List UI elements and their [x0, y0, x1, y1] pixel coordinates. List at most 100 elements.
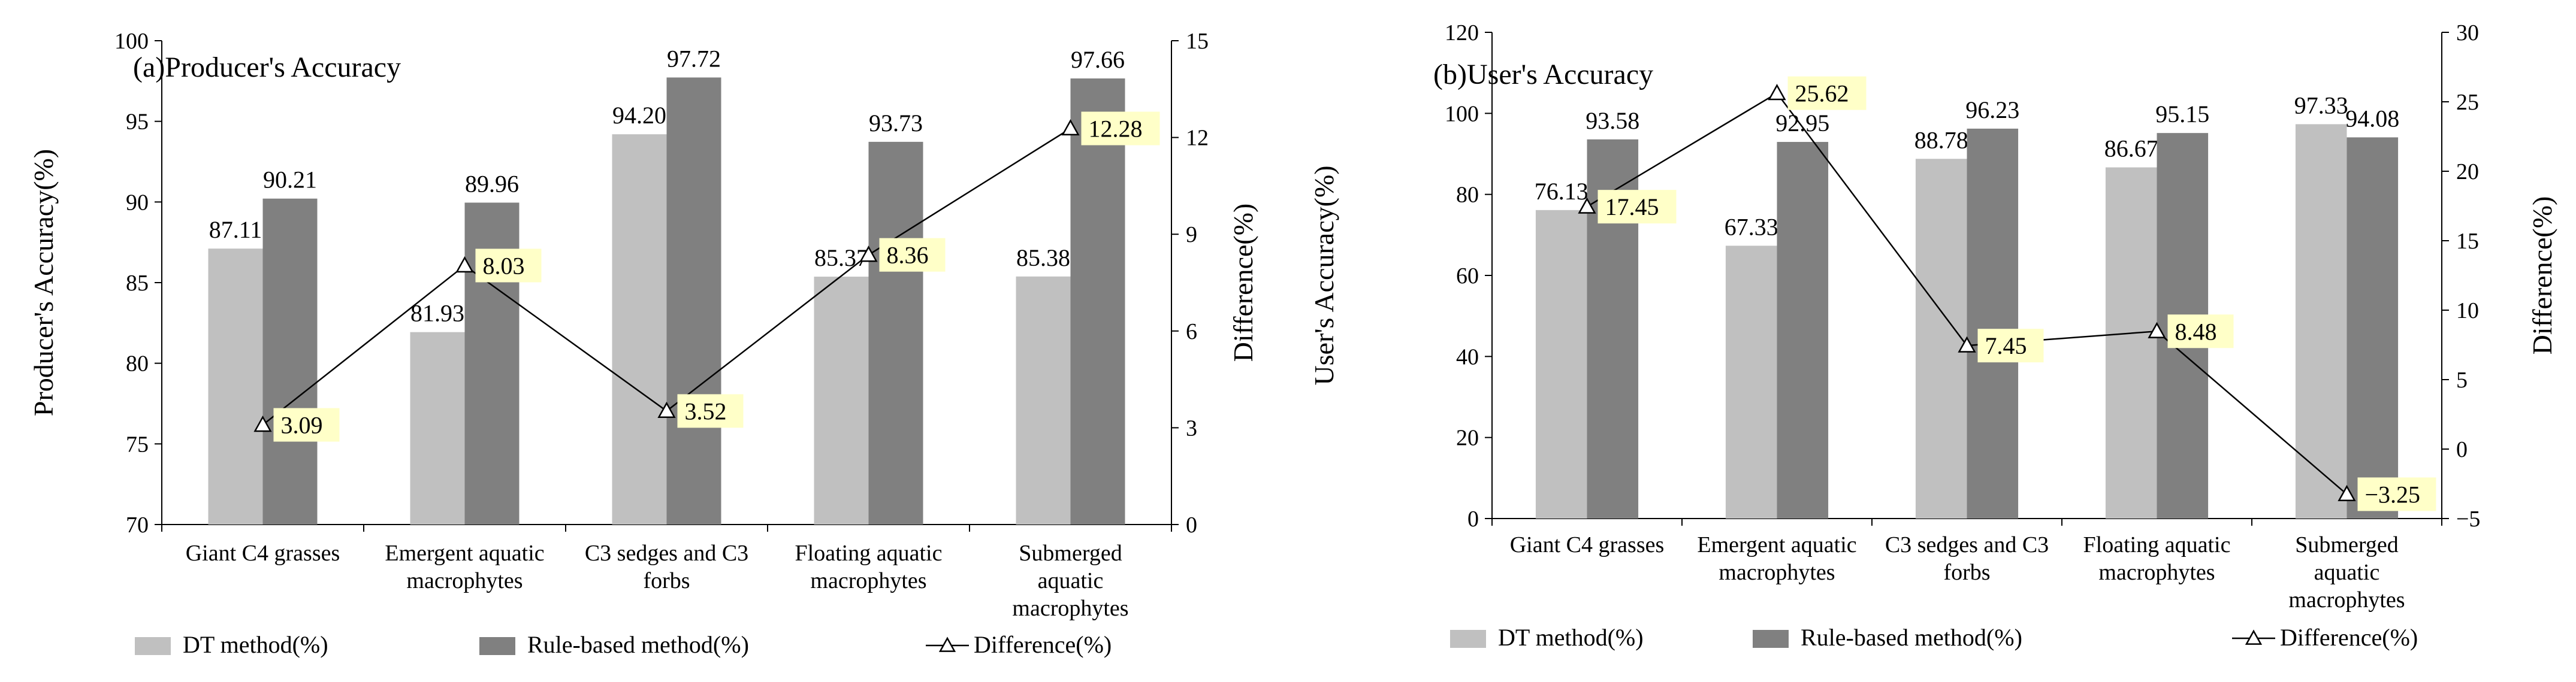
y2-tick-label: 3 — [1186, 416, 1197, 441]
dt-bar-label-4: 97.33 — [2294, 92, 2348, 119]
legend-triangle-icon — [938, 636, 956, 652]
rule-bar-4 — [2347, 137, 2399, 519]
y-tick-label: 80 — [126, 351, 149, 377]
dt-bar-4 — [1016, 276, 1071, 525]
y2-tick-label: 15 — [1186, 29, 1209, 54]
y-tick-label: 60 — [1456, 263, 1479, 289]
y-tick-label: 70 — [126, 513, 149, 538]
category-label: aquatic — [1038, 568, 1104, 593]
dt-bar-2 — [1915, 159, 1967, 519]
difference-point-0 — [1578, 197, 1596, 214]
difference-label-box-4 — [2357, 477, 2436, 511]
y-tick-label: 80 — [1456, 183, 1479, 208]
y2-tick-label: 25 — [2456, 90, 2479, 115]
category-label: Floating aquatic — [2083, 532, 2231, 557]
y-tick-label: 0 — [1467, 507, 1479, 532]
dt-bar-1 — [410, 332, 465, 525]
category-label: macrophytes — [1719, 560, 1835, 585]
dt-bar-label-3: 85.37 — [814, 244, 868, 271]
dt-bar-0 — [1535, 210, 1587, 519]
legend-swatch-0 — [135, 637, 171, 655]
category-label: macrophytes — [406, 568, 523, 593]
category-label: Giant C4 grasses — [1510, 532, 1665, 557]
dt-bar-label-1: 81.93 — [410, 300, 464, 327]
difference-point-3 — [2148, 322, 2166, 338]
y-tick-label: 95 — [126, 110, 149, 135]
dt-bar-1 — [1725, 245, 1777, 519]
rule-bar-label-2: 96.23 — [1965, 96, 2019, 123]
dt-bar-label-1: 67.33 — [1725, 213, 1778, 240]
category-label: macrophytes — [810, 568, 926, 593]
difference-point-3 — [859, 245, 878, 262]
y2-tick-label: 0 — [1186, 513, 1197, 538]
legend-label-2: Difference(%) — [974, 631, 1112, 658]
rule-bar-label-1: 92.95 — [1775, 110, 1829, 137]
dt-bar-label-0: 87.11 — [209, 216, 262, 243]
legend-triangle-icon — [2245, 629, 2263, 645]
difference-label-0: 17.45 — [1605, 193, 1659, 220]
rule-bar-0 — [262, 198, 318, 525]
y2-tick-label: 6 — [1186, 319, 1197, 344]
y-tick-label: 90 — [126, 190, 149, 215]
category-label: macrophytes — [1012, 596, 1128, 621]
category-label: macrophytes — [2288, 587, 2405, 613]
difference-label-box-3 — [879, 238, 946, 272]
rule-bar-1 — [1777, 142, 1829, 519]
dt-bar-2 — [612, 134, 667, 525]
difference-point-1 — [455, 256, 474, 273]
y2-tick-label: 0 — [2456, 437, 2468, 462]
y-tick-label: 75 — [126, 432, 149, 457]
dt-bar-label-4: 85.38 — [1016, 244, 1070, 271]
difference-point-4 — [2338, 484, 2356, 502]
rule-bar-3 — [868, 141, 923, 525]
y2-tick-label: −5 — [2456, 507, 2480, 532]
chart-panel-producers-accuracy: 70 75 80 85 90 95 100 0 3 6 9 12 15 87.11 81.93 94.20 85… — [28, 29, 1258, 658]
y2-tick-label: 20 — [2456, 159, 2479, 184]
difference-label-3: 8.48 — [2175, 318, 2217, 345]
category-label: Floating aquatic — [795, 541, 943, 566]
difference-label-2: 7.45 — [1985, 332, 2027, 359]
dt-bar-label-3: 86.67 — [2104, 135, 2158, 162]
difference-label-2: 3.52 — [685, 398, 727, 425]
difference-point-1 — [1768, 84, 1786, 101]
difference-point-4 — [1061, 119, 1080, 136]
rule-bar-2 — [1967, 128, 2019, 519]
difference-label-box-1 — [1787, 76, 1867, 110]
y2-tick-label: 12 — [1186, 126, 1209, 151]
panel-title: (a)Producer's Accuracy — [133, 51, 401, 83]
difference-point-0 — [253, 415, 272, 432]
rule-bar-4 — [1070, 78, 1125, 525]
rule-bar-label-4: 94.08 — [2345, 105, 2399, 132]
difference-label-box-3 — [2167, 314, 2234, 348]
legend-swatch-1 — [1753, 630, 1789, 648]
legend-label-1: Rule-based method(%) — [1801, 624, 2022, 651]
category-label: C3 sedges and C3 — [585, 541, 748, 566]
legend-swatch-1 — [479, 637, 515, 655]
category-label: Submerged — [1019, 541, 1122, 566]
dt-bar-label-0: 76.13 — [1535, 178, 1589, 205]
category-label: aquatic — [2314, 560, 2380, 585]
difference-label-0: 3.09 — [281, 412, 323, 439]
y2-axis-title: Difference(%) — [1228, 204, 1258, 362]
difference-label-box-1 — [475, 248, 542, 283]
dt-bar-4 — [2295, 124, 2347, 519]
legend-swatch-0 — [1450, 630, 1486, 648]
difference-label-1: 25.62 — [1795, 80, 1849, 107]
category-label: C3 sedges and C3 — [1885, 532, 2049, 557]
category-label: macrophytes — [2098, 560, 2215, 585]
dt-bar-label-2: 88.78 — [1914, 126, 1968, 153]
dt-bar-3 — [2105, 167, 2157, 519]
difference-label-box-0 — [273, 408, 340, 442]
category-label: forbs — [643, 568, 690, 593]
rule-bar-label-0: 90.21 — [263, 166, 317, 193]
y2-tick-label: 30 — [2456, 20, 2479, 46]
category-label: Emergent aquatic — [1697, 532, 1856, 557]
category-label: Submerged — [2295, 532, 2398, 557]
difference-label-3: 8.36 — [887, 242, 929, 269]
rule-bar-label-2: 97.72 — [667, 45, 721, 72]
y-tick-label: 85 — [126, 271, 149, 296]
difference-label-1: 8.03 — [483, 252, 525, 279]
y2-tick-label: 9 — [1186, 222, 1197, 247]
category-label: Emergent aquatic — [385, 541, 544, 566]
